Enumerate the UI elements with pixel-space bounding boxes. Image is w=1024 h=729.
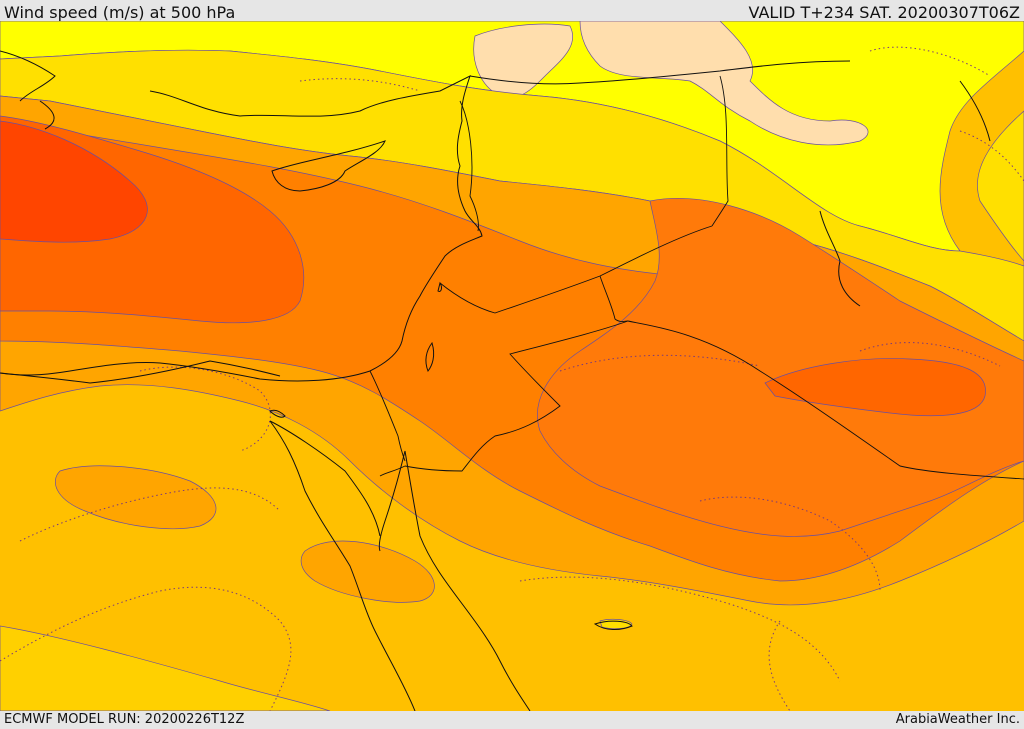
header-bar: Wind speed (m/s) at 500 hPa VALID T+234 …	[0, 0, 1024, 22]
dotted-contours	[0, 46, 1024, 711]
valid-time: VALID T+234 SAT. 20200307T06Z	[748, 3, 1020, 22]
model-run: ECMWF MODEL RUN: 20200226T12Z	[4, 712, 245, 727]
map-title: Wind speed (m/s) at 500 hPa	[4, 3, 236, 22]
contour-low-south	[0, 625, 331, 711]
contour-max-west	[0, 120, 148, 243]
contour-lowest-1	[473, 23, 573, 98]
credit: ArabiaWeather Inc.	[895, 712, 1020, 727]
contour-patch-1	[55, 465, 217, 530]
wind-speed-map[interactable]	[0, 21, 1024, 711]
contour-max-east	[764, 358, 986, 417]
contour-high-east	[537, 198, 1024, 537]
map-canvas	[0, 21, 1024, 711]
coastlines	[0, 50, 991, 711]
contour-lowest-2	[579, 21, 869, 146]
footer-bar: ECMWF MODEL RUN: 20200226T12Z ArabiaWeat…	[0, 711, 1024, 729]
contour-patch-2	[300, 540, 435, 603]
borders	[369, 75, 1024, 480]
